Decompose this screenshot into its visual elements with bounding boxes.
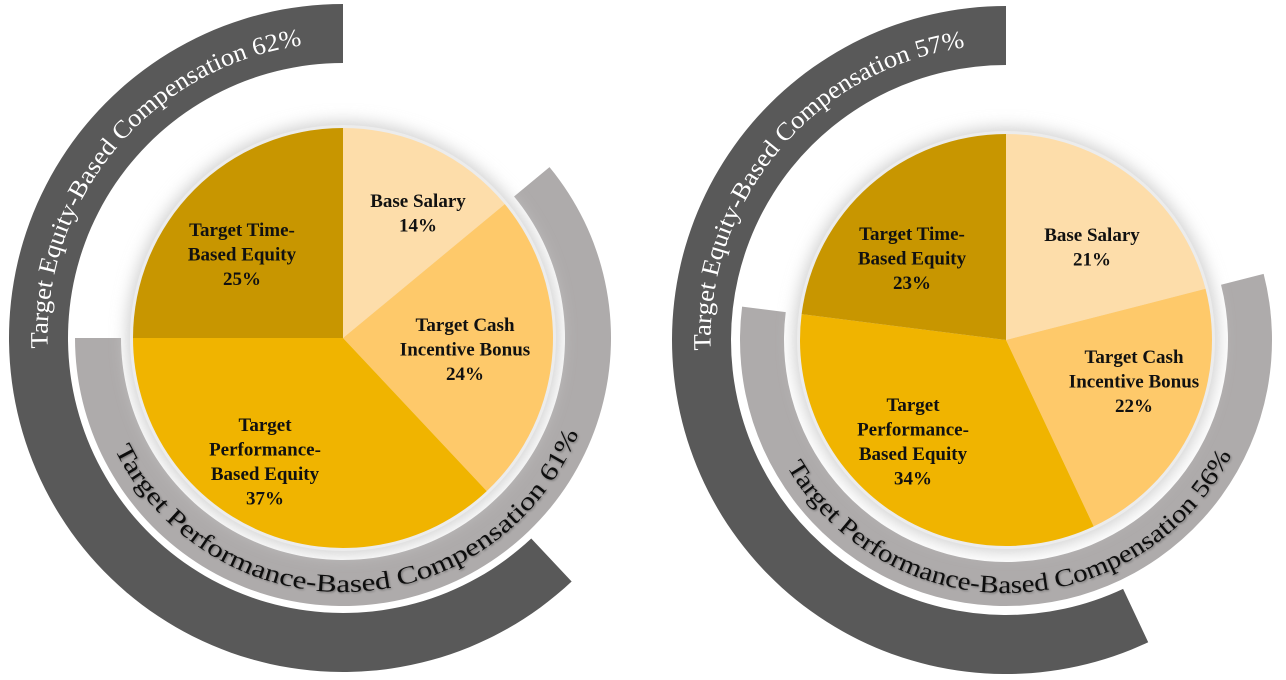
slice-name-line: Performance-: [209, 439, 321, 460]
slice-label-target-time-based-equity: Target Time- Based Equity 25%: [188, 220, 297, 290]
slice-target-cash-incentive-bonus: [1006, 288, 1212, 527]
slice-target-performance-based-equity: [800, 314, 1094, 546]
slice-name-line: Base Salary: [370, 191, 466, 212]
slice-name-line: Incentive Bonus: [1069, 371, 1199, 392]
equity-based-compensation-arc: [9, 4, 572, 672]
slice-name-line: Target: [886, 395, 940, 416]
slice-label-base-salary: Base Salary 21%: [1044, 225, 1140, 271]
slice-name-line: Based Equity: [188, 244, 297, 265]
slice-value-label: 25%: [223, 269, 261, 290]
pie-chart-2: Base Salary 21% Target Cash Incentive Bonus…: [672, 6, 1272, 674]
slice-name-line: Target Cash: [1084, 347, 1183, 368]
slice-label-target-cash-incentive-bonus: Target Cash Incentive Bonus 24%: [400, 315, 530, 385]
slice-target-cash-incentive-bonus: [343, 204, 553, 492]
slice-label-target-performance-based-equity: Target Performance- Based Equity 37%: [209, 415, 321, 510]
slice-value-label: 21%: [1073, 249, 1111, 270]
slice-value-label: 23%: [893, 273, 931, 294]
slice-name-line: Performance-: [857, 419, 969, 440]
slice-name-line: Target Time-: [859, 224, 965, 245]
slice-target-time-based-equity: [801, 134, 1006, 340]
slice-value-label: 34%: [894, 468, 932, 489]
pie-chart-1: Base Salary 14% Target Cash Incentive Bonus…: [9, 4, 611, 672]
performance-based-compensation-arc: [75, 167, 611, 607]
slice-value-label: 24%: [446, 364, 484, 385]
slice-name-line: Based Equity: [858, 248, 967, 269]
slice-value-label: 37%: [246, 488, 284, 509]
slice-name-line: Base Salary: [1044, 225, 1140, 246]
performance-based-compensation-arc: [739, 273, 1272, 607]
slice-base-salary: [1006, 134, 1206, 340]
slice-name-line: Target: [238, 415, 292, 436]
slice-value-label: 22%: [1115, 396, 1153, 417]
slice-label-target-time-based-equity: Target Time- Based Equity 23%: [858, 224, 967, 294]
slice-name-line: Target Cash: [415, 315, 514, 336]
slice-label-base-salary: Base Salary 14%: [370, 191, 466, 237]
equity-based-compensation-arc: [672, 6, 1149, 674]
slice-target-performance-based-equity: [133, 338, 487, 548]
slice-name-line: Target Time-: [189, 220, 295, 241]
slice-name-line: Based Equity: [859, 444, 968, 465]
slice-label-target-performance-based-equity: Target Performance- Based Equity 34%: [857, 395, 969, 490]
slice-name-line: Incentive Bonus: [400, 339, 530, 360]
slice-value-label: 14%: [399, 215, 437, 236]
slice-name-line: Based Equity: [211, 464, 320, 485]
slice-label-target-cash-incentive-bonus: Target Cash Incentive Bonus 22%: [1069, 347, 1199, 417]
slice-target-time-based-equity: [133, 128, 343, 338]
slice-base-salary: [343, 128, 505, 338]
